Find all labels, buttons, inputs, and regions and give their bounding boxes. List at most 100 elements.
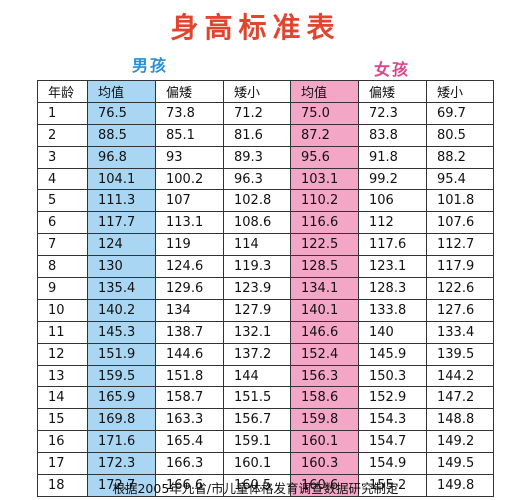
cell-g-avg: 134.1 [290,277,359,300]
header-boy-avg: 均值 [87,80,156,103]
cell-age: 15 [37,408,88,432]
cell-g-ss: 123.1 [358,255,427,279]
cell-b-avg: 76.5 [87,101,156,125]
cell-b-ss: 124.6 [155,255,224,279]
cell-b-avg: 151.9 [87,342,156,366]
cell-g-ss: 140 [358,320,427,344]
cell-b-avg: 169.8 [87,408,156,432]
cell-age: 6 [37,211,88,235]
cell-g-s: 133.4 [426,320,494,344]
cell-b-s: 159.1 [223,430,291,454]
cell-g-s: 149.8 [426,474,494,497]
cell-g-s: 144.2 [426,364,494,388]
cell-g-avg: 158.6 [290,386,359,410]
cell-g-ss: 154.3 [358,408,427,432]
cell-b-avg: 135.4 [87,277,156,300]
cell-age: 3 [37,145,88,169]
cell-b-s: 123.9 [223,277,291,300]
cell-age: 2 [37,123,88,147]
table-row: 9 135.4 129.6 123.9 134.1 128.3 122.6 [37,277,494,300]
cell-g-avg: 160.3 [290,452,359,476]
cell-b-s: 102.8 [223,189,291,213]
cell-g-s: 127.6 [426,298,494,322]
table-row: 7 124 119 114 122.5 117.6 112.7 [37,233,494,257]
cell-b-avg: 117.7 [87,211,156,235]
cell-g-s: 88.2 [426,145,494,169]
cell-g-avg: 75.0 [290,101,359,125]
cell-b-avg: 171.6 [87,430,156,454]
cell-b-ss: 166.3 [155,452,224,476]
header-age: 年龄 [37,80,88,103]
table-row: 1 76.5 73.8 71.2 75.0 72.3 69.7 [37,101,494,125]
cell-g-ss: 83.8 [358,123,427,147]
cell-b-avg: 159.5 [87,364,156,388]
cell-g-avg: 128.5 [290,255,359,279]
cell-b-s: 81.6 [223,123,291,147]
cell-b-avg: 88.5 [87,123,156,147]
cell-b-avg: 165.9 [87,386,156,410]
cell-age: 1 [37,101,88,125]
cell-b-ss: 158.7 [155,386,224,410]
cell-g-avg: 122.5 [290,233,359,257]
header-boy-short: 矮小 [223,80,291,103]
cell-b-avg: 140.2 [87,298,156,322]
cell-g-s: 122.6 [426,277,494,300]
cell-g-ss: 145.9 [358,342,427,366]
cell-g-avg: 110.2 [290,189,359,213]
cell-b-s: 132.1 [223,320,291,344]
cell-g-avg: 140.1 [290,298,359,322]
cell-g-avg: 156.3 [290,364,359,388]
cell-g-ss: 128.3 [358,277,427,300]
cell-g-avg: 95.6 [290,145,359,169]
table-row: 5 111.3 107 102.8 110.2 106 101.8 [37,189,494,213]
cell-g-avg: 159.8 [290,408,359,432]
cell-g-s: 95.4 [426,167,494,191]
cell-g-s: 107.6 [426,211,494,235]
table-row: 16 171.6 165.4 159.1 160.1 154.7 149.2 [37,430,494,454]
footer-note: 根据2005年九省/市儿童体格发育调查数据研究制定 [112,481,399,496]
table-header-row: 年龄 均值 偏矮 矮小 均值 偏矮 矮小 [37,80,494,103]
cell-g-ss: 99.2 [358,167,427,191]
cell-age: 8 [37,255,88,279]
page-title: 身高标准表 [170,11,341,44]
cell-g-s: 147.2 [426,386,494,410]
table-row: 11 145.3 138.7 132.1 146.6 140 133.4 [37,320,494,344]
cell-b-s: 156.7 [223,408,291,432]
cell-b-ss: 113.1 [155,211,224,235]
cell-b-s: 89.3 [223,145,291,169]
cell-age: 16 [37,430,88,454]
cell-g-ss: 133.8 [358,298,427,322]
cell-b-ss: 138.7 [155,320,224,344]
cell-b-ss: 100.2 [155,167,224,191]
table-row: 17 172.3 166.3 160.1 160.3 154.9 149.5 [37,452,494,476]
cell-g-ss: 91.8 [358,145,427,169]
cell-g-s: 80.5 [426,123,494,147]
cell-g-s: 112.7 [426,233,494,257]
table-row: 3 96.8 93 89.3 95.6 91.8 88.2 [37,145,494,169]
cell-g-avg: 160.6 [290,474,359,497]
cell-b-ss: 85.1 [155,123,224,147]
cell-b-ss: 119 [155,233,224,257]
cell-b-s: 71.2 [223,101,291,125]
table-row: 18 172.7 166.6 160.5 160.6 155.2 149.8 [37,474,494,497]
table-row: 14 165.9 158.7 151.5 158.6 152.9 147.2 [37,386,494,410]
cell-g-ss: 112 [358,211,427,235]
cell-b-ss: 151.8 [155,364,224,388]
cell-age: 18 [37,474,88,497]
cell-g-s: 149.2 [426,430,494,454]
cell-g-avg: 160.1 [290,430,359,454]
cell-g-avg: 152.4 [290,342,359,366]
header-boy-slightly-short: 偏矮 [155,80,224,103]
table-row: 4 104.1 100.2 96.3 103.1 99.2 95.4 [37,167,494,191]
cell-g-avg: 116.6 [290,211,359,235]
cell-g-ss: 152.9 [358,386,427,410]
cell-g-ss: 72.3 [358,101,427,125]
header-girl-slightly-short: 偏矮 [358,80,427,103]
cell-age: 5 [37,189,88,213]
cell-b-s: 108.6 [223,211,291,235]
cell-b-avg: 172.3 [87,452,156,476]
cell-b-avg: 130 [87,255,156,279]
cell-b-avg: 111.3 [87,189,156,213]
cell-age: 7 [37,233,88,257]
cell-g-ss: 154.7 [358,430,427,454]
